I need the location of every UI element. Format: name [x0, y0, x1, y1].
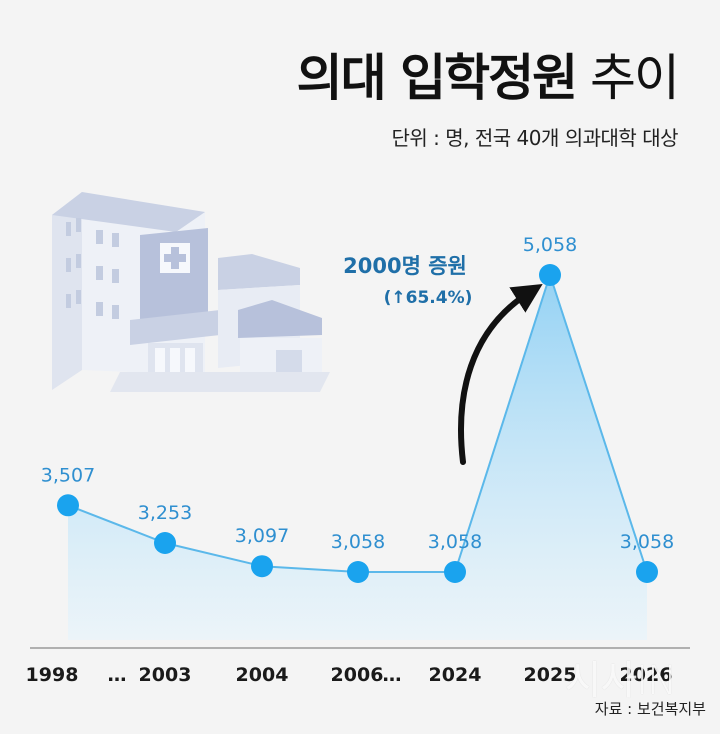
annotation-increase: 2000명 증원	[343, 254, 467, 278]
series-points	[57, 264, 658, 583]
value-label-2026: 3,058	[620, 531, 674, 553]
hospital-icon	[52, 192, 330, 392]
area-fill	[68, 275, 647, 640]
value-label-2006: 3,058	[331, 531, 385, 553]
watermark-logo: 시사IN	[564, 658, 677, 704]
data-point-2004	[251, 555, 273, 578]
data-labels: 3,507 3,253 3,097 3,058 3,058 5,058 3,058	[41, 234, 674, 553]
value-label-2004: 3,097	[235, 525, 289, 547]
x-tick-2026: 2026	[620, 664, 673, 686]
value-label-2003: 3,253	[138, 502, 192, 524]
page-title: 의대 입학정원 추이	[296, 38, 680, 110]
x-tick-2006: 2006	[331, 664, 384, 686]
data-point-2006	[347, 561, 369, 583]
title-sub: 추이	[590, 49, 680, 107]
increase-arrow-icon	[458, 283, 543, 465]
data-point-2003	[154, 532, 176, 554]
source-caption: 자료 : 보건복지부	[594, 700, 706, 718]
title-main: 의대 입학정원	[296, 49, 578, 107]
x-tick-ellipsis: …	[108, 664, 127, 686]
x-tick-ellipsis: …	[383, 664, 402, 686]
x-axis-labels: 1998… 2003 2004 2006… 2024 2025 2026	[26, 664, 673, 686]
x-tick-1998: 1998	[26, 664, 79, 686]
value-label-1998: 3,507	[41, 464, 95, 486]
data-point-1998	[57, 494, 79, 517]
data-point-2026	[636, 561, 658, 583]
unit-caption: 단위 : 명, 전국 40개 의과대학 대상	[391, 126, 679, 150]
x-tick-2003: 2003	[139, 664, 192, 686]
data-point-2024	[444, 561, 466, 583]
x-tick-2024: 2024	[429, 664, 482, 686]
x-tick-2004: 2004	[236, 664, 289, 686]
value-label-2025: 5,058	[523, 234, 577, 256]
data-point-2025	[539, 264, 561, 286]
x-tick-2025: 2025	[524, 664, 577, 686]
annotation-percent: (↑65.4%)	[384, 288, 473, 308]
value-label-2024: 3,058	[428, 531, 482, 553]
